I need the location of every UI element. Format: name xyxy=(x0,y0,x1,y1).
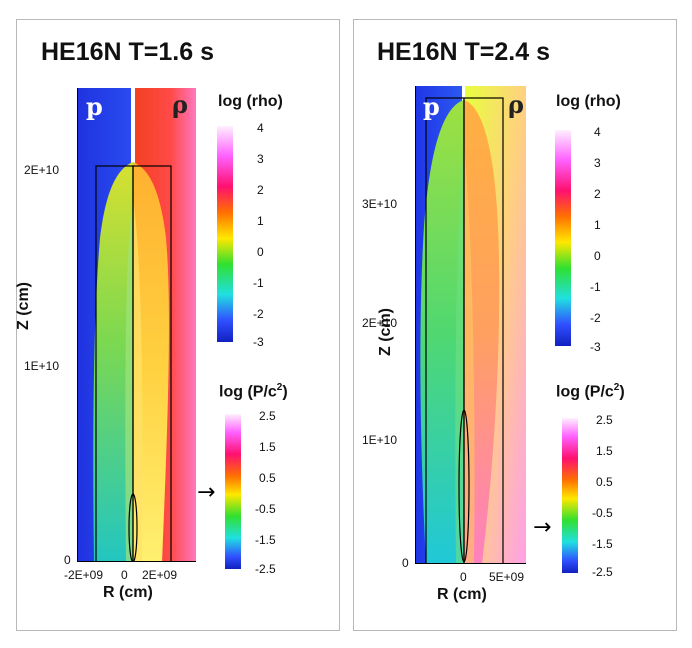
panel-right-x-tick: 5E+09 xyxy=(489,570,525,584)
panel-left-x-tick: -2E+09 xyxy=(64,568,104,582)
panel-right-cbar-rho-tick: 4 xyxy=(594,125,601,139)
panel-left-y-tick: 2E+10 xyxy=(24,163,60,177)
panel-left-corner-right-label: ρ xyxy=(172,90,188,119)
panel-right-corner-right-label: ρ xyxy=(508,90,524,119)
panel-right-cbar-p-tick: 1.5 xyxy=(596,444,613,458)
panel-left-x-tick: 2E+09 xyxy=(142,568,178,582)
panel-right-x-axis-line xyxy=(415,563,526,564)
panel-left-x-axis-label: R (cm) xyxy=(103,584,153,601)
panel-left-cbar-p-tick: -1.5 xyxy=(255,533,276,547)
panel-right-x-axis-label: R (cm) xyxy=(437,586,487,603)
panel-right-cbar-p-tick: -1.5 xyxy=(592,537,613,551)
panel-left-cbar-p-tick: 1.5 xyxy=(259,440,276,454)
panel-right-arrow-icon: → xyxy=(533,515,552,540)
panel-left-y-tick: 0 xyxy=(64,553,71,567)
panel-left-x-axis-line xyxy=(77,561,196,562)
panel-right-cbar-rho-tick: -3 xyxy=(590,340,601,354)
panel-right-cbar-p-title: log (P/c2) xyxy=(556,382,625,401)
panel-right-simulation-image xyxy=(416,86,526,564)
panel-right-cbar-rho-title: log (rho) xyxy=(556,93,621,110)
panel-left-cbar-rho-tick: 2 xyxy=(257,183,264,197)
panel-left-cbar-p-title: log (P/c2) xyxy=(219,382,288,401)
panel-left-arrow-icon: → xyxy=(197,480,216,505)
panel-left-cbar-rho-tick: -1 xyxy=(253,276,264,290)
panel-right-y-tick: 3E+10 xyxy=(362,197,398,211)
panel-right-y-tick: 0 xyxy=(402,556,409,570)
panel-right-cbar-rho-tick: 3 xyxy=(594,156,601,170)
panel-right-cbar-p-tick: 2.5 xyxy=(596,413,613,427)
panel-left-cbar-p xyxy=(225,414,241,569)
panel-right-cbar-p xyxy=(562,418,578,573)
panel-left-title: HE16N T=1.6 s xyxy=(41,38,215,66)
panel-left-cbar-p-tick: -2.5 xyxy=(255,562,276,576)
panel-right-y-tick: 1E+10 xyxy=(362,433,398,447)
panel-left-cbar-p-tick: 2.5 xyxy=(259,409,276,423)
panel-left-y-axis-label: Z (cm) xyxy=(15,282,32,330)
panel-right-cbar-rho-tick: -2 xyxy=(590,311,601,325)
panel-right-cbar-rho-tick: 1 xyxy=(594,218,601,232)
panel-left-cbar-p-tick: 0.5 xyxy=(259,471,276,485)
panel-right-cbar-rho xyxy=(555,130,571,346)
panel-right-cbar-p-tick: -0.5 xyxy=(592,506,613,520)
panel-left-x-tick: 0 xyxy=(121,568,128,582)
panel-left-y-tick: 1E+10 xyxy=(24,359,60,373)
panel-left-y-axis-line xyxy=(77,88,78,562)
panel-left-cbar-rho-tick: 4 xyxy=(257,121,264,135)
panel-right-title: HE16N T=2.4 s xyxy=(377,38,551,66)
panel-left-cbar-rho-tick: -3 xyxy=(253,335,264,349)
panel-right-cbar-rho-tick: 2 xyxy=(594,187,601,201)
panel-right-cbar-rho-tick: 0 xyxy=(594,249,601,263)
panel-right-cbar-rho-tick: -1 xyxy=(590,280,601,294)
panel-left-cbar-rho-tick: -2 xyxy=(253,307,264,321)
panel-left-simulation-image xyxy=(78,88,196,562)
panel-right-x-tick: 0 xyxy=(460,570,467,584)
panel-left-cbar-p-tick: -0.5 xyxy=(255,502,276,516)
panel-right-cbar-p-tick: -2.5 xyxy=(592,565,613,579)
panel-right-y-axis-label: Z (cm) xyxy=(377,308,394,356)
panel-right-corner-left-label: p xyxy=(423,92,440,121)
panel-right-cbar-p-tick: 0.5 xyxy=(596,475,613,489)
panel-right-y-tick: 2E+10 xyxy=(362,316,398,330)
panel-left-cbar-rho-tick: 3 xyxy=(257,152,264,166)
panel-left-cbar-rho-tick: 1 xyxy=(257,214,264,228)
panel-right-y-axis-line xyxy=(415,86,416,564)
panel-left-cbar-rho-title: log (rho) xyxy=(218,93,283,110)
panel-left-cbar-rho xyxy=(217,126,233,342)
panel-left-corner-left-label: p xyxy=(86,92,103,121)
panel-left-cbar-rho-tick: 0 xyxy=(257,245,264,259)
